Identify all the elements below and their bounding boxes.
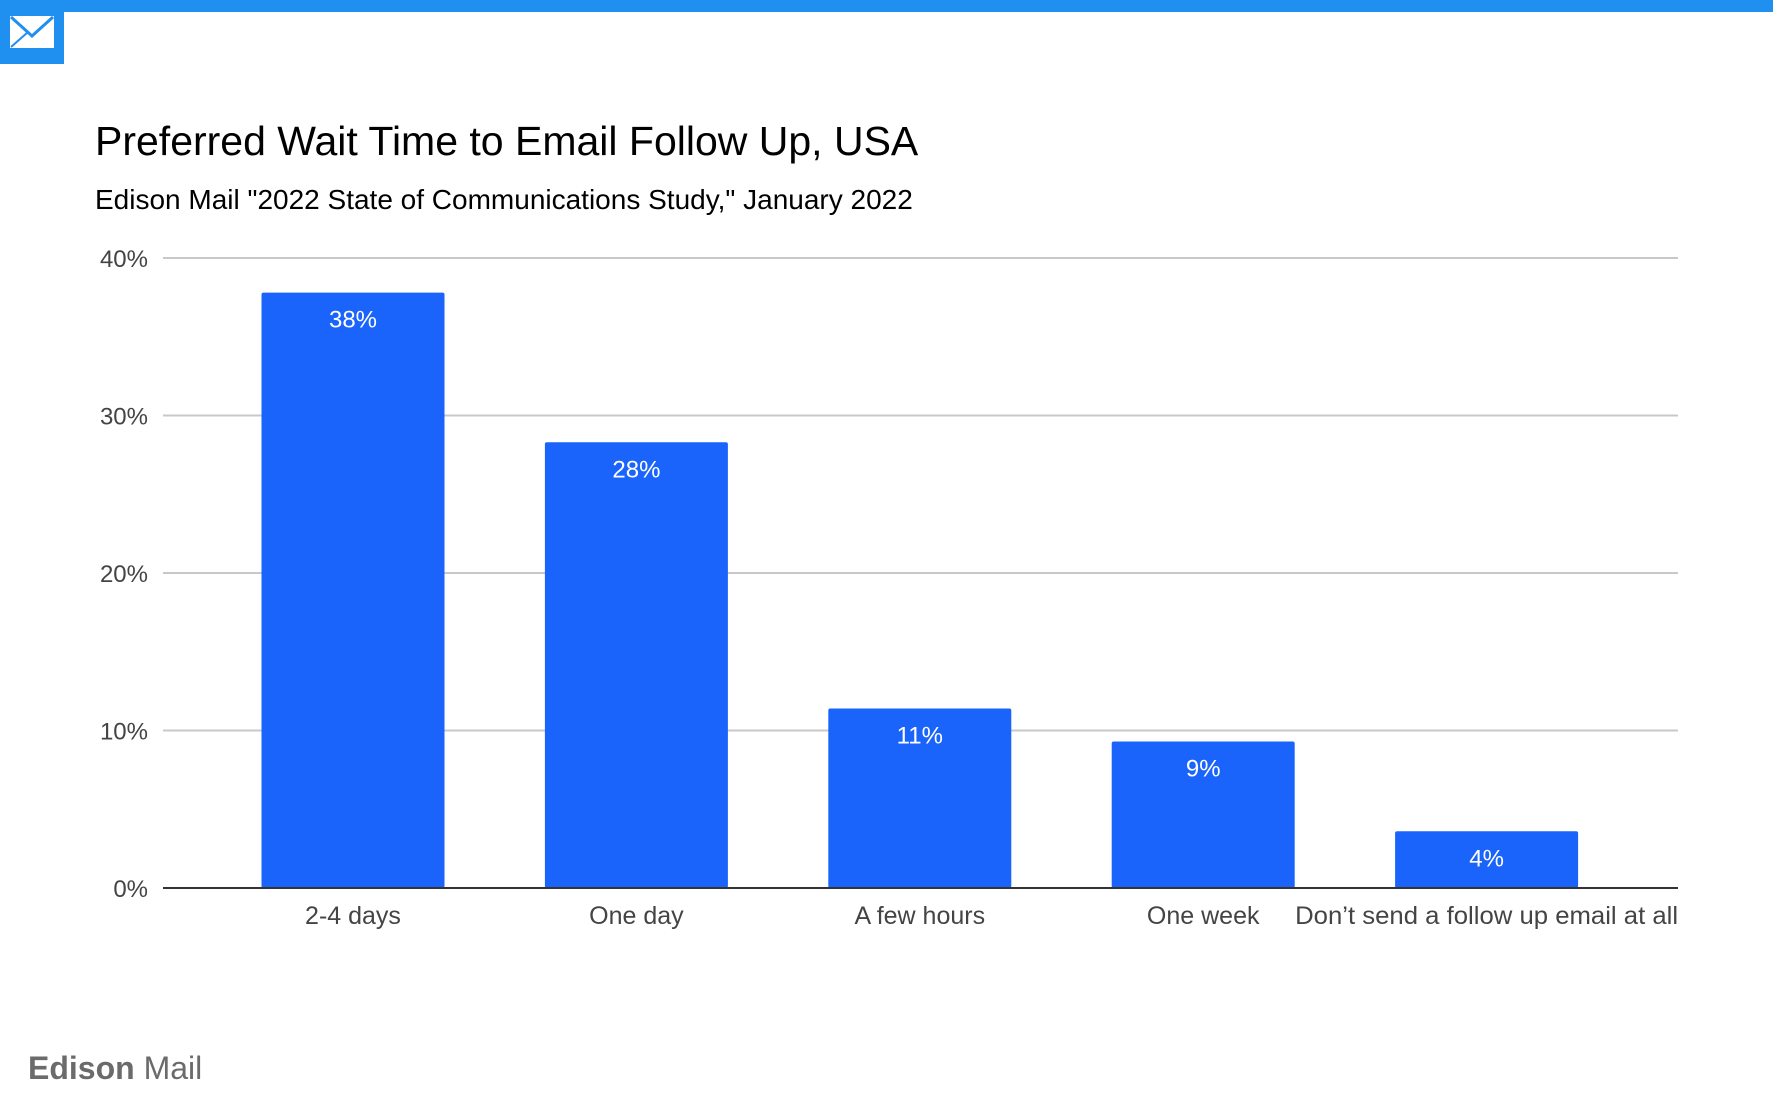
chart-subtitle: Edison Mail "2022 State of Communication… [95, 184, 913, 215]
bar [1395, 831, 1579, 888]
chart-title: Preferred Wait Time to Email Follow Up, … [95, 118, 919, 164]
x-tick-label: A few hours [854, 902, 985, 930]
bar [544, 442, 728, 888]
y-tick-label: 40% [100, 246, 148, 273]
data-label: 4% [1469, 845, 1504, 872]
data-label: 11% [897, 722, 943, 749]
brand-wordmark: Edison Mail [28, 1050, 202, 1087]
y-tick-label: 10% [100, 719, 148, 746]
bar [1111, 741, 1295, 888]
top-accent-bar [0, 0, 1773, 12]
x-tick-label: 2-4 days [305, 902, 401, 930]
y-tick-label: 0% [113, 876, 148, 903]
data-label: 38% [329, 307, 377, 334]
envelope-icon [10, 16, 54, 48]
data-label: 9% [1186, 756, 1221, 783]
brand-name-light: Mail [134, 1050, 203, 1086]
x-tick-label: Don’t send a follow up email at all [1295, 902, 1678, 930]
brand-name-bold: Edison [28, 1050, 135, 1086]
logo-badge [0, 0, 64, 64]
x-tick-label: One week [1147, 902, 1260, 930]
bar [261, 292, 445, 888]
bar [828, 708, 1012, 888]
y-tick-label: 20% [100, 561, 148, 588]
data-label: 28% [612, 456, 660, 483]
y-tick-label: 30% [100, 404, 148, 431]
x-tick-label: One day [589, 902, 684, 930]
